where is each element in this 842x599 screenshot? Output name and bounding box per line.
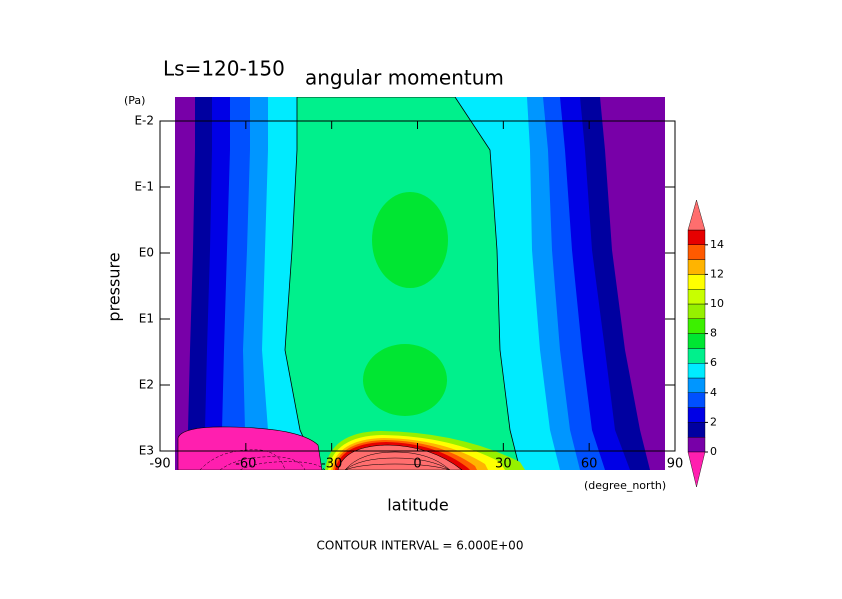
colorbar-segment xyxy=(687,289,706,305)
x-tick-label: 30 xyxy=(495,457,512,472)
field xyxy=(175,97,665,470)
x-tick-label: -60 xyxy=(235,457,256,472)
colorbar-segment xyxy=(687,422,706,438)
colorbar-extend-below xyxy=(687,451,706,488)
subtitle: Ls=120-150 xyxy=(163,57,285,81)
y-unit: (Pa) xyxy=(124,94,145,107)
x-tick-label: -90 xyxy=(149,457,170,472)
colorbar-tick-label: 0 xyxy=(710,445,717,458)
colorbar-extend-above xyxy=(687,199,706,231)
colorbar-tick-label: 12 xyxy=(710,267,724,280)
x-tick-label: 0 xyxy=(413,457,421,472)
y-tick-label: E3 xyxy=(139,444,154,458)
x-tick-label: 90 xyxy=(667,457,684,472)
note: CONTOUR INTERVAL = 6.000E+00 xyxy=(317,539,524,553)
colorbar-segment xyxy=(687,333,706,349)
contour-line xyxy=(239,461,326,470)
colorbar-tick-label: 10 xyxy=(710,297,724,310)
contour-line xyxy=(344,457,451,470)
contour-band-below xyxy=(177,426,323,470)
y-tick-label: E-2 xyxy=(134,114,154,128)
colorbar-segment xyxy=(687,229,706,246)
chart-title: angular momentum xyxy=(305,66,504,90)
colorbar-tick-label: 8 xyxy=(710,327,717,340)
colorbar-segment xyxy=(687,437,706,453)
contour-band xyxy=(363,344,447,416)
contour-line xyxy=(199,449,286,470)
colorbar-segment xyxy=(687,303,706,320)
y-tick-label: E2 xyxy=(139,378,154,392)
colorbar-segment xyxy=(687,318,706,334)
x-unit: (degree_north) xyxy=(584,479,666,492)
contour-line xyxy=(219,456,306,470)
y-tick-label: E0 xyxy=(139,246,154,260)
x-tick-label: -30 xyxy=(321,457,342,472)
colorbar-segment xyxy=(687,259,706,275)
colorbar-tick-label: 4 xyxy=(710,386,717,399)
colorbar-tick-label: 6 xyxy=(710,356,717,369)
y-axis-label: pressure xyxy=(105,252,124,321)
colorbar-segment xyxy=(687,348,706,364)
colorbar-segment xyxy=(687,407,706,423)
x-axis-label: latitude xyxy=(387,496,448,515)
x-tick-label: 60 xyxy=(581,457,598,472)
colorbar-segment xyxy=(687,363,706,379)
colorbar-segment xyxy=(687,377,706,394)
contour-line xyxy=(344,451,451,470)
colorbar-tick-label: 2 xyxy=(710,415,717,428)
y-tick-label: E1 xyxy=(139,312,154,326)
contour-line xyxy=(344,463,451,470)
colorbar-segment xyxy=(687,392,706,408)
colorbar-segment xyxy=(687,274,706,290)
y-tick-label: E-1 xyxy=(134,180,154,194)
colorbar-tick-label: 14 xyxy=(710,238,724,251)
contour-band xyxy=(372,192,448,288)
colorbar-segment xyxy=(687,244,706,260)
